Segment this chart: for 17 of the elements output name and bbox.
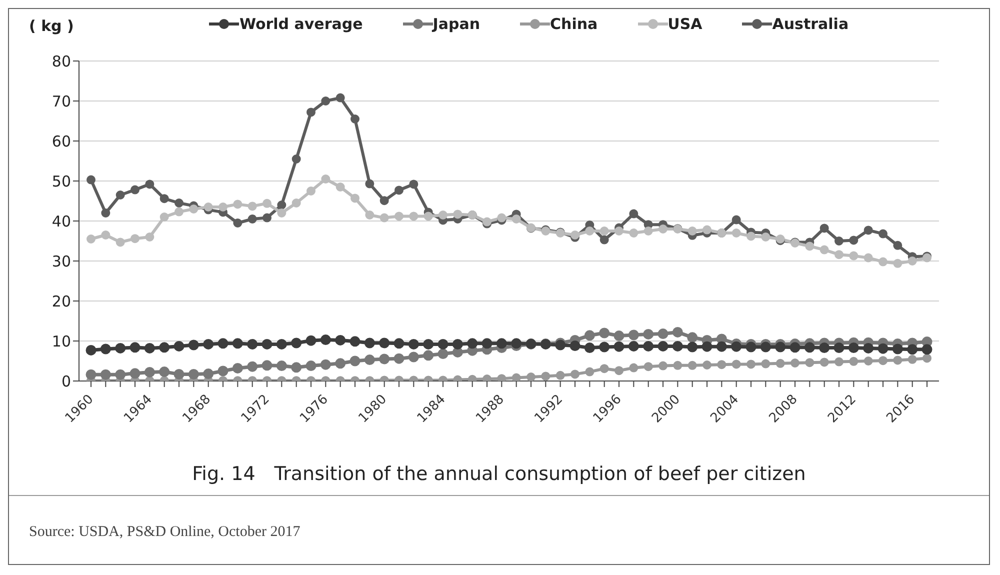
y-tick-label: 30 xyxy=(52,252,71,270)
y-tick-label: 60 xyxy=(52,132,71,150)
text: Fig. 14 Transition of the annual consumption of beef per citizen xyxy=(191,462,807,487)
y-tick-label: 40 xyxy=(52,212,71,230)
y-tick-label: 20 xyxy=(52,292,71,310)
y-tick-label: 70 xyxy=(52,92,71,110)
y-tick-label: 50 xyxy=(52,172,71,190)
legend-label: Japan xyxy=(432,15,480,33)
legend-label: World average xyxy=(239,15,363,33)
legend-label: USA xyxy=(668,15,702,33)
y-axis-title: ( kg ) xyxy=(29,17,74,35)
y-tick-label: 0 xyxy=(61,372,71,390)
legend-label: Australia xyxy=(772,15,849,33)
legend-label: China xyxy=(550,15,598,33)
y-tick-label: 10 xyxy=(52,332,71,350)
source-note: Source: USDA, PS&D Online, October 2017 xyxy=(29,524,300,541)
y-tick-label: 80 xyxy=(52,52,71,70)
